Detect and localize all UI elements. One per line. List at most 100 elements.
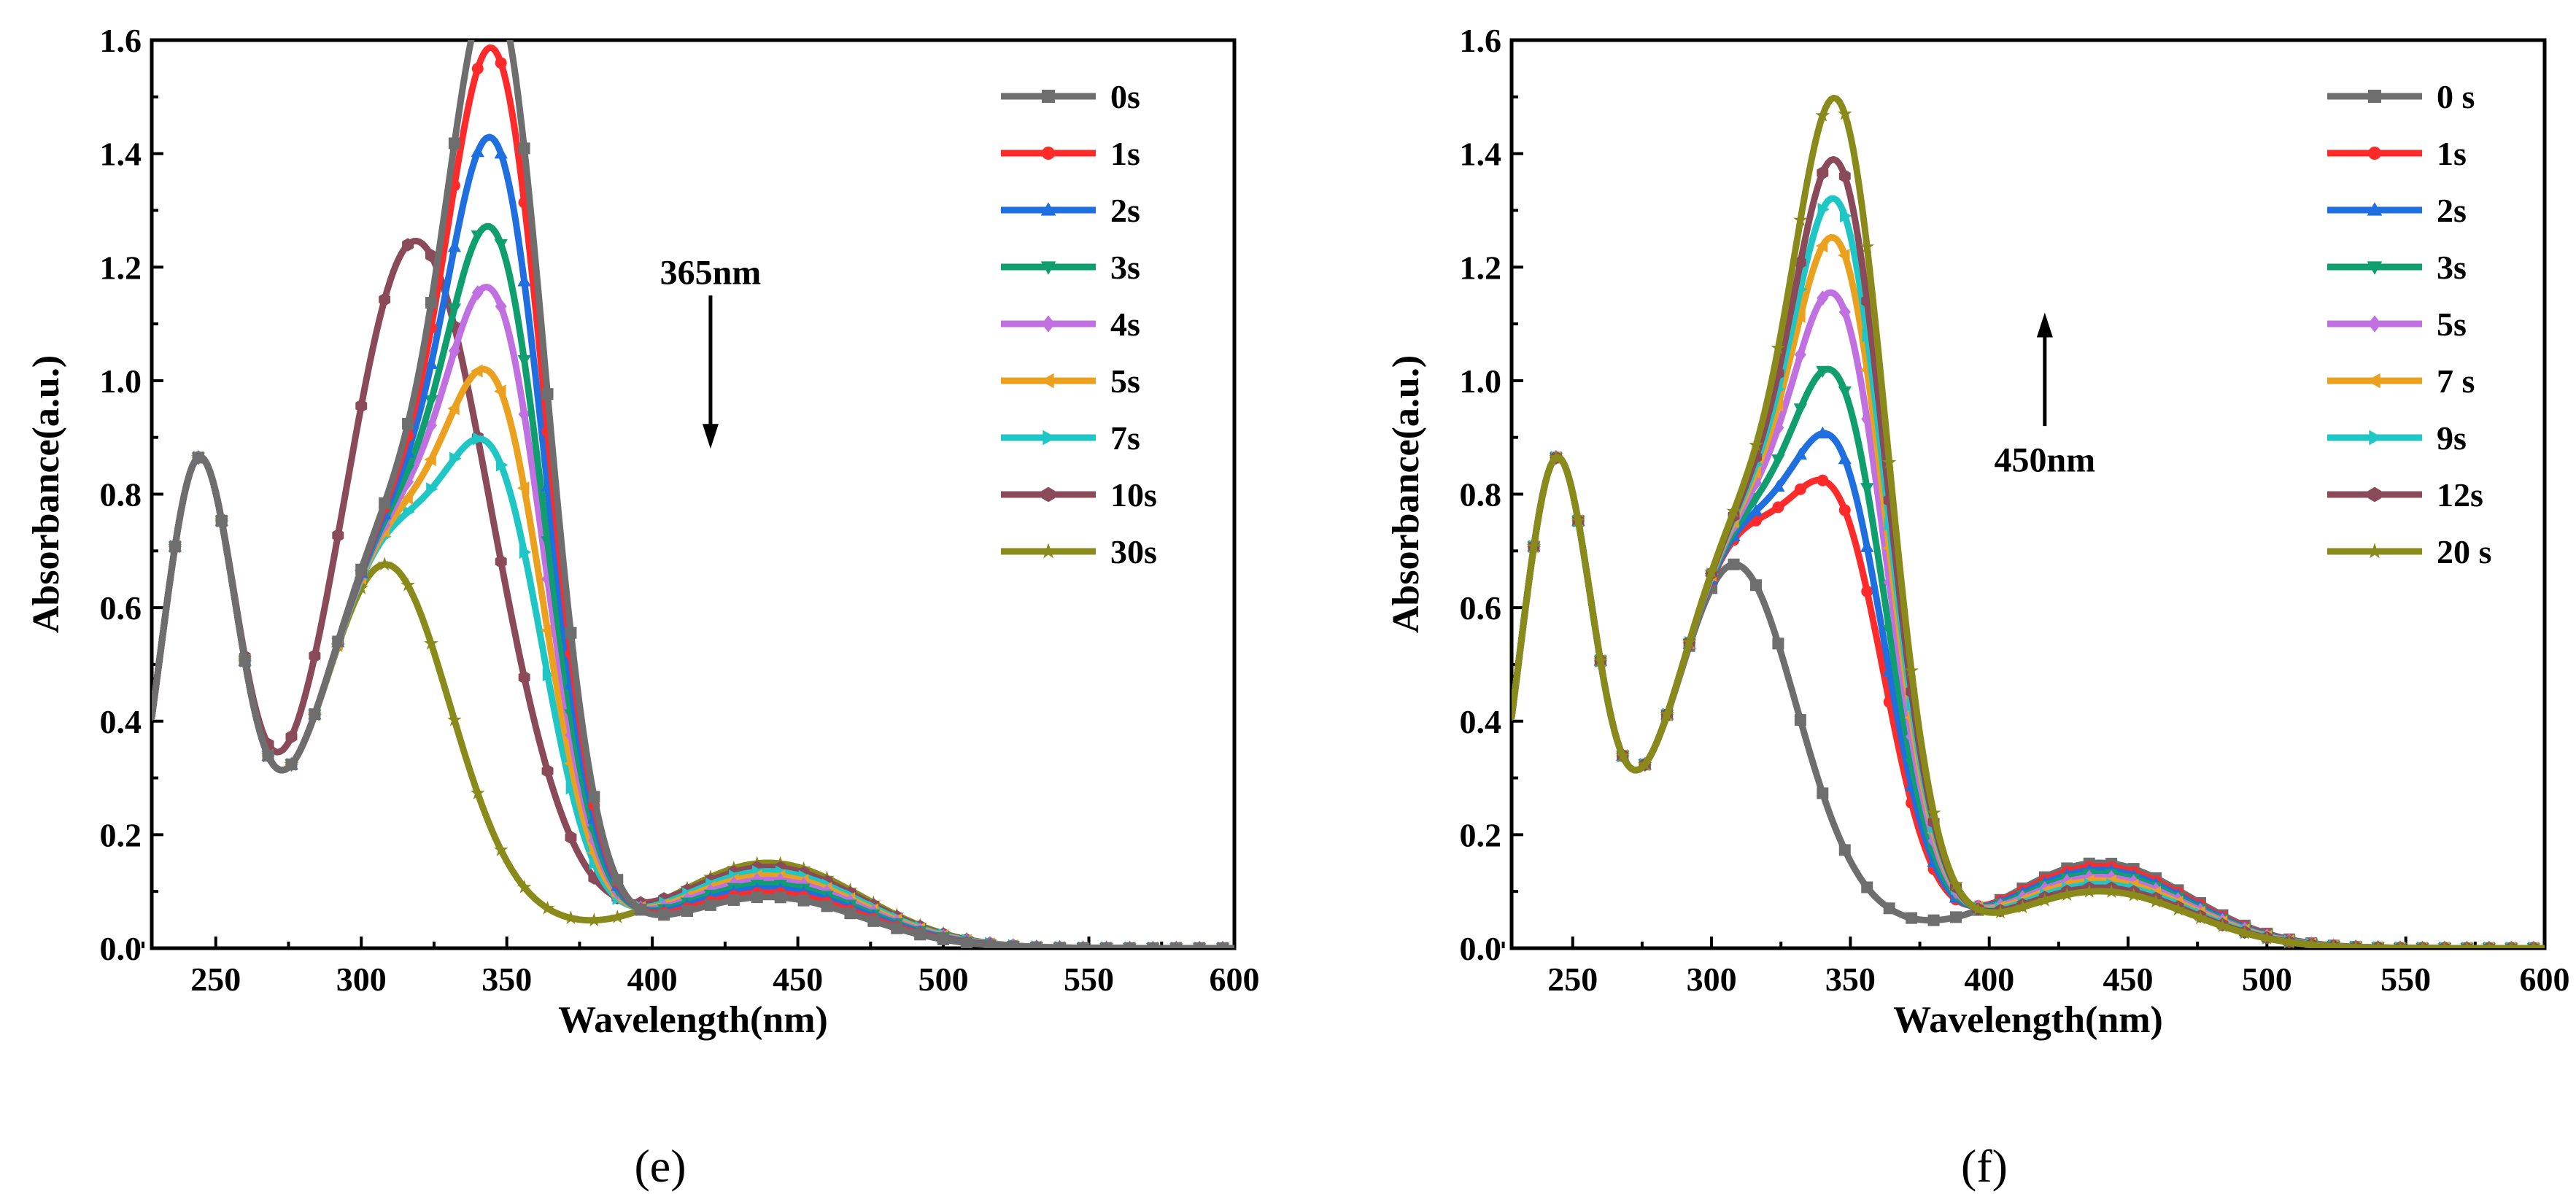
data-point — [494, 239, 508, 252]
data-point — [1794, 714, 1806, 726]
data-point — [797, 894, 810, 907]
data-point — [2415, 940, 2430, 948]
data-point — [1817, 166, 1829, 180]
data-point — [2304, 937, 2319, 948]
data-point — [2281, 934, 2297, 948]
x-tick-label: 400 — [1964, 961, 2014, 998]
data-point — [588, 791, 600, 803]
legend-marker — [2366, 543, 2383, 559]
legend-label: 5s — [2437, 306, 2467, 343]
data-point — [309, 708, 321, 721]
legend: 0 s 1s 2s 3s 5s 7 s 9s 12s 20 s — [2327, 78, 2491, 570]
series-line-7s — [1512, 233, 2545, 948]
legend-marker — [1040, 261, 1056, 275]
legend-label: 12s — [2437, 476, 2483, 513]
data-point — [355, 563, 368, 575]
x-tick-label: 500 — [918, 961, 969, 998]
legend-marker — [2367, 202, 2383, 216]
y-tick-label: 0.4 — [100, 703, 142, 740]
data-point — [844, 907, 856, 920]
legend-label: 1s — [1110, 135, 1140, 172]
y-tick-label: 0.2 — [1460, 816, 1502, 853]
data-point — [1794, 483, 1806, 495]
data-point — [727, 893, 740, 906]
series-line-5s — [1512, 289, 2545, 948]
data-point — [495, 554, 507, 569]
data-point — [2370, 940, 2386, 948]
data-point — [1993, 904, 2008, 919]
series-0s-group — [1512, 451, 2545, 948]
data-point — [379, 292, 391, 306]
legend-marker — [2368, 486, 2381, 503]
legend-label: 5s — [1110, 363, 1140, 400]
x-tick-label: 600 — [2520, 961, 2570, 998]
x-tick-label: 300 — [336, 961, 387, 998]
x-tick-label: 350 — [1825, 961, 1876, 998]
x-tick-label: 550 — [2380, 961, 2431, 998]
panel-label-f: (f) — [1961, 1140, 2008, 1192]
series-line-4s — [152, 284, 1234, 948]
data-point — [471, 364, 483, 378]
data-point — [541, 388, 554, 400]
data-point — [1123, 942, 1136, 948]
y-tick-label: 1.6 — [1460, 22, 1502, 59]
data-point — [495, 298, 507, 314]
series-line-7s — [152, 435, 1234, 948]
data-point — [494, 384, 506, 398]
data-point — [1970, 902, 1986, 916]
data-point — [1839, 209, 1852, 223]
data-point — [518, 142, 530, 155]
data-point — [517, 354, 531, 368]
series-line-2s — [1512, 430, 2545, 948]
legend-marker — [2367, 261, 2383, 275]
data-point — [517, 481, 530, 495]
data-point — [2237, 925, 2252, 939]
series-4s-group — [152, 284, 1234, 948]
data-point — [192, 451, 204, 464]
data-point — [424, 452, 436, 467]
data-point — [1860, 483, 1874, 495]
legend-label: 10s — [1110, 476, 1157, 513]
data-point — [2059, 887, 2075, 902]
y-tick-label: 1.0 — [100, 363, 142, 400]
y-tick-label: 0.0 — [1460, 930, 1502, 967]
data-point — [447, 303, 462, 316]
series-line-0s — [1512, 454, 2545, 948]
data-point — [425, 297, 437, 309]
data-point — [402, 417, 414, 430]
arrow-up-icon — [2036, 312, 2053, 338]
data-point — [2348, 939, 2364, 948]
data-point — [1816, 426, 1830, 439]
data-point — [447, 401, 460, 416]
y-tick-label: 1.0 — [1460, 363, 1502, 400]
data-point — [309, 649, 321, 663]
data-point — [2526, 940, 2541, 948]
data-point — [1030, 941, 1043, 948]
data-point — [1838, 504, 1851, 516]
data-point — [446, 712, 462, 726]
legend-marker — [2368, 147, 2381, 160]
data-point — [587, 912, 602, 927]
series-1s-group — [1512, 451, 2545, 948]
y-tick-label: 1.2 — [100, 249, 142, 286]
data-point — [1949, 877, 1963, 891]
data-point — [426, 482, 438, 496]
data-point — [215, 515, 228, 527]
data-point — [2015, 899, 2030, 914]
series-9s-group — [1512, 195, 2545, 948]
data-point — [1950, 911, 1962, 923]
data-point — [542, 667, 555, 682]
series-30s-group — [152, 450, 1234, 948]
data-point — [2104, 884, 2119, 899]
arrow-down-icon — [702, 424, 719, 449]
data-point — [635, 904, 647, 916]
x-tick-label: 250 — [1547, 961, 1598, 998]
legend-marker — [1042, 315, 1055, 333]
legend-marker — [2367, 373, 2380, 389]
data-point — [2393, 940, 2407, 948]
series-line-0s — [152, 40, 1234, 948]
series-line-30s — [152, 454, 1234, 948]
data-point — [1660, 706, 1675, 721]
y-tick-label: 0.6 — [100, 589, 142, 627]
